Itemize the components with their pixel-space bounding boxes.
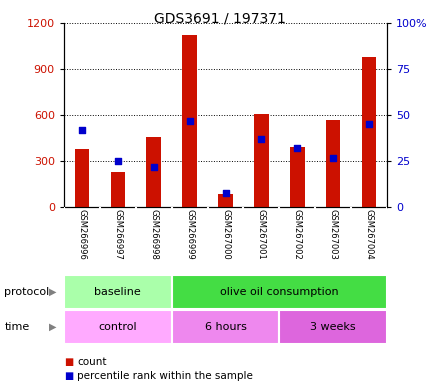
Point — [366, 121, 373, 127]
Text: GSM267000: GSM267000 — [221, 209, 230, 260]
Bar — [254, 114, 269, 207]
Point — [150, 164, 157, 170]
Bar — [75, 149, 89, 207]
Text: GSM266997: GSM266997 — [113, 209, 122, 260]
Text: GSM266996: GSM266996 — [77, 209, 86, 260]
Point — [222, 190, 229, 196]
Text: protocol: protocol — [4, 287, 50, 297]
Point — [294, 145, 301, 151]
Bar — [326, 120, 341, 207]
Text: 3 weeks: 3 weeks — [311, 322, 356, 332]
Text: 6 hours: 6 hours — [205, 322, 246, 332]
Text: ■: ■ — [64, 371, 73, 381]
Bar — [110, 172, 125, 207]
Bar — [147, 137, 161, 207]
Bar — [172, 310, 279, 344]
Text: ▶: ▶ — [49, 287, 57, 297]
Text: baseline: baseline — [94, 287, 141, 297]
Text: GDS3691 / 197371: GDS3691 / 197371 — [154, 12, 286, 25]
Text: GSM266999: GSM266999 — [185, 209, 194, 260]
Text: ■: ■ — [64, 357, 73, 367]
Text: GSM267003: GSM267003 — [329, 209, 338, 260]
Point — [186, 118, 193, 124]
Text: count: count — [77, 357, 106, 367]
Bar — [172, 275, 387, 309]
Point — [78, 127, 85, 133]
Bar — [218, 194, 233, 207]
Point — [258, 136, 265, 142]
Text: percentile rank within the sample: percentile rank within the sample — [77, 371, 253, 381]
Text: time: time — [4, 322, 29, 332]
Text: GSM267004: GSM267004 — [365, 209, 374, 260]
Bar — [290, 147, 304, 207]
Bar — [64, 275, 172, 309]
Text: GSM266998: GSM266998 — [149, 209, 158, 260]
Text: GSM267002: GSM267002 — [293, 209, 302, 260]
Text: olive oil consumption: olive oil consumption — [220, 287, 339, 297]
Text: control: control — [99, 322, 137, 332]
Bar — [183, 35, 197, 207]
Bar — [279, 310, 387, 344]
Point — [114, 158, 121, 164]
Point — [330, 154, 337, 161]
Bar — [362, 57, 377, 207]
Bar — [64, 310, 172, 344]
Text: GSM267001: GSM267001 — [257, 209, 266, 260]
Text: ▶: ▶ — [49, 322, 57, 332]
